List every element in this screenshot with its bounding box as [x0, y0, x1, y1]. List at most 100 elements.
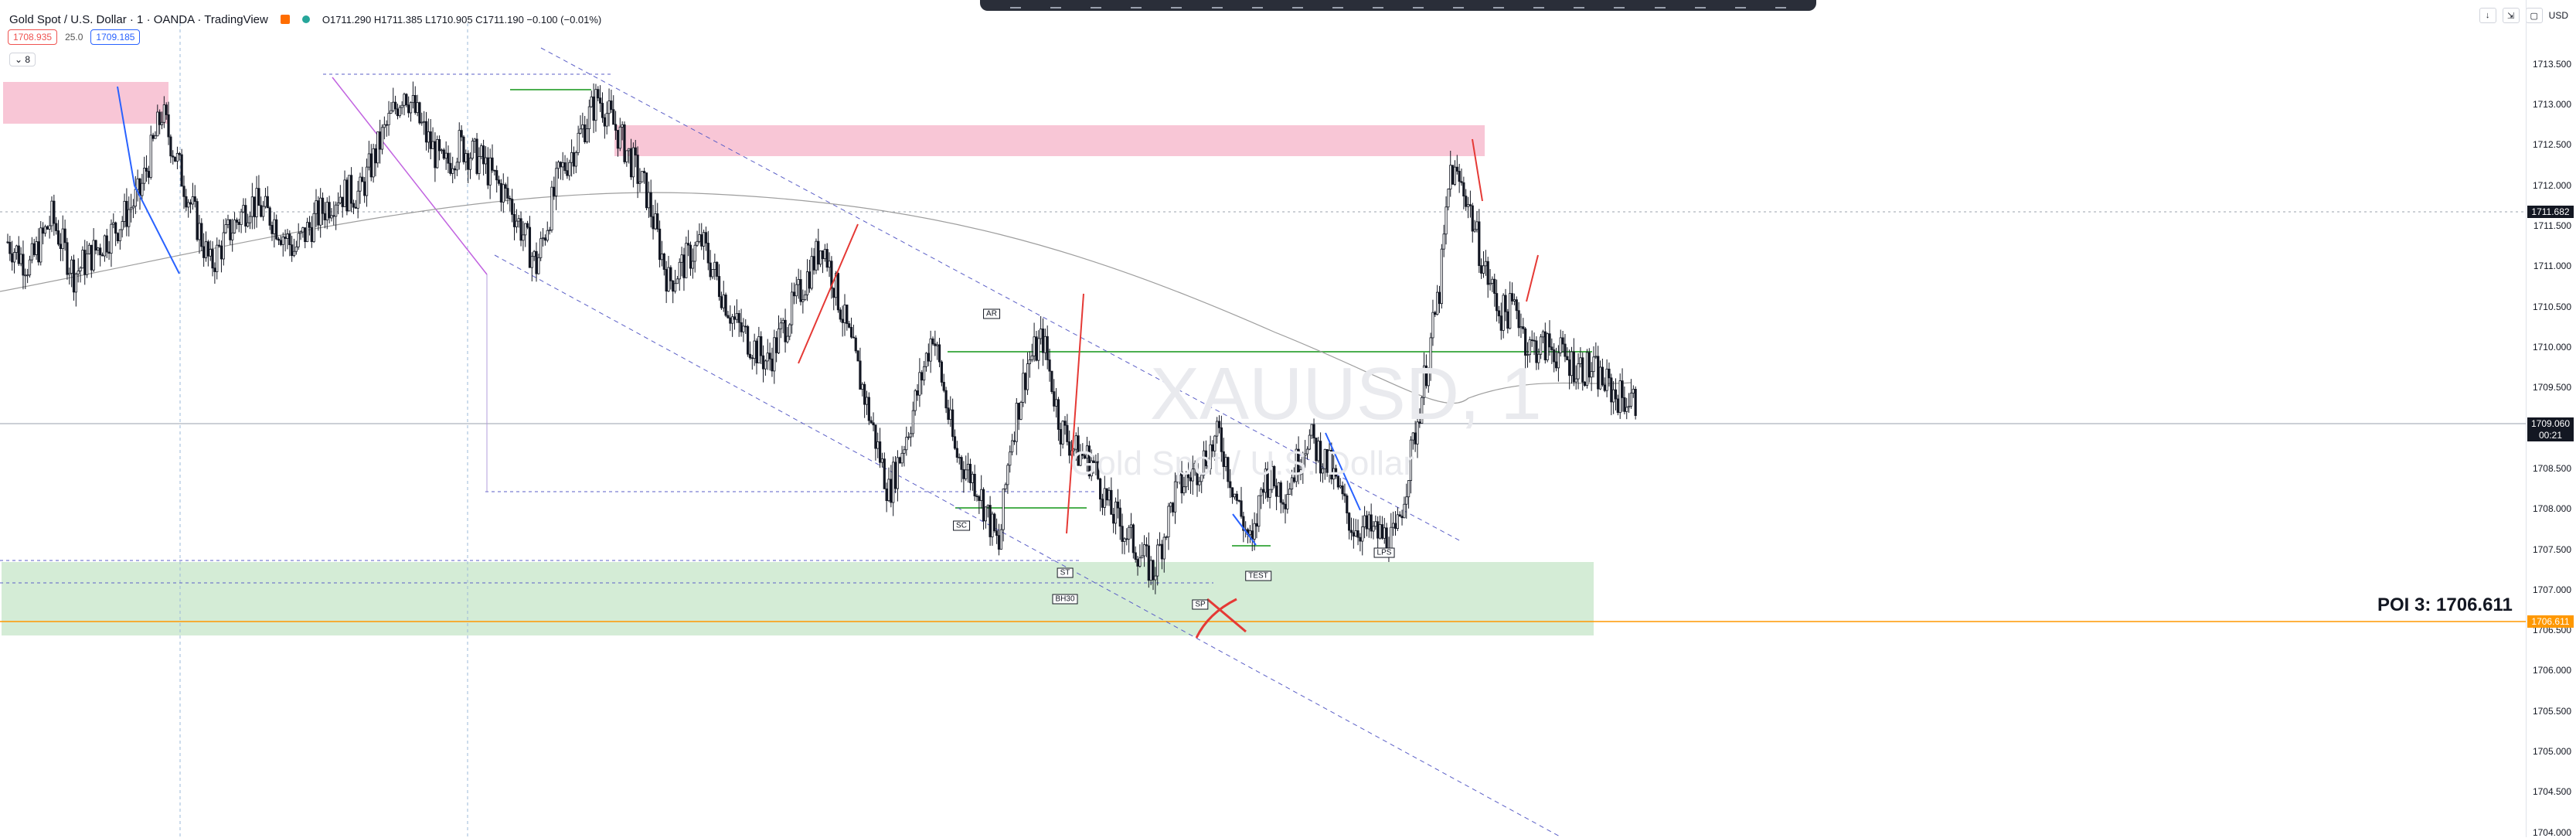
annotation-sc[interactable]: SC	[953, 520, 970, 531]
candle-body	[1266, 468, 1269, 498]
toolbar-tool-18[interactable]	[1694, 2, 1706, 9]
candle-body	[953, 436, 957, 449]
toolbar-tool-9[interactable]	[1332, 2, 1343, 9]
toolbar-tool-17[interactable]	[1654, 2, 1666, 9]
ask-button[interactable]: 1709.185	[90, 29, 141, 45]
candle-body	[182, 186, 185, 197]
candle-body	[1156, 544, 1159, 577]
toolbar-tool-20[interactable]	[1775, 2, 1786, 9]
toolbar-tool-8[interactable]	[1291, 2, 1303, 9]
candle-body	[678, 261, 681, 280]
toolbar-tool-13[interactable]	[1493, 2, 1505, 9]
toolbar-tool-2[interactable]	[1050, 2, 1062, 9]
toolbar-tool-15[interactable]	[1574, 2, 1585, 9]
blue-swing-line	[1232, 513, 1257, 546]
toolbar-tool-7[interactable]	[1251, 2, 1263, 9]
candle-body	[1110, 489, 1113, 515]
candle-body	[603, 117, 606, 127]
indicators-toggle[interactable]: ⌄ 8	[9, 53, 36, 66]
candle-body	[90, 244, 93, 271]
candle-body	[1506, 311, 1509, 329]
flag-icon[interactable]	[280, 15, 290, 24]
candle-body	[42, 227, 45, 234]
price-tick: 1708.000	[2532, 503, 2571, 514]
candle-body	[872, 422, 875, 426]
candle-body	[815, 240, 818, 271]
candle-body	[390, 110, 393, 114]
candle-body	[482, 145, 485, 165]
drawing-toolbar[interactable]	[980, 0, 1816, 11]
candle-body	[253, 196, 256, 217]
candle-body	[949, 409, 952, 420]
candle-body	[499, 182, 503, 203]
annotation-ar[interactable]: AR	[983, 308, 1000, 319]
arrow-down-icon[interactable]: ↓	[2479, 8, 2496, 23]
candle-body	[1566, 356, 1569, 360]
candle-body	[1235, 493, 1238, 501]
price-axis[interactable]: 1713.500 1713.000 1712.500 1712.000 1711…	[2526, 0, 2576, 838]
candle-body	[733, 316, 737, 320]
candle-body	[1131, 524, 1135, 554]
candle-body	[1374, 521, 1377, 527]
annotation-bh30[interactable]: BH30	[1052, 594, 1078, 605]
annotation-st[interactable]: ST	[1057, 567, 1074, 578]
candle-body	[1486, 261, 1489, 285]
candle-body	[1361, 526, 1364, 542]
candle-body	[1216, 421, 1219, 437]
annotation-lps[interactable]: LPS	[1373, 547, 1395, 558]
toolbar-tool-6[interactable]	[1211, 2, 1223, 9]
candle-body	[973, 473, 976, 496]
candle-body	[1409, 439, 1413, 481]
candle-body	[634, 147, 637, 155]
toolbar-tool-4[interactable]	[1131, 2, 1142, 9]
candle-body	[1037, 338, 1040, 361]
candle-body	[1581, 357, 1584, 383]
toolbar-tool-10[interactable]	[1372, 2, 1383, 9]
candle-body	[107, 251, 111, 254]
candle-body	[94, 240, 97, 251]
candle-body	[100, 254, 104, 257]
ohlc-values: O1711.290 H1711.385 L1710.905 C1711.190 …	[322, 13, 602, 26]
candle-body	[273, 219, 276, 234]
toolbar-tool-14[interactable]	[1533, 2, 1545, 9]
candle-body	[226, 219, 230, 225]
candle-body	[376, 131, 379, 164]
minimize-icon[interactable]: ⇲	[2502, 8, 2520, 23]
poi-label[interactable]: POI 3: 1706.611	[2377, 594, 2513, 615]
toolbar-tool-11[interactable]	[1412, 2, 1424, 9]
candle-body	[1339, 485, 1342, 488]
candle-body	[213, 267, 216, 272]
candle-body	[512, 213, 516, 227]
toolbar-tool-12[interactable]	[1453, 2, 1465, 9]
candle-body	[911, 410, 914, 434]
candle-body	[673, 283, 677, 292]
candle-body	[308, 222, 311, 228]
candle-body	[1352, 532, 1355, 537]
candle-body	[1017, 403, 1020, 420]
currency-selector[interactable]: USD	[2548, 10, 2568, 21]
candle-body	[1546, 333, 1549, 361]
candle-body	[1315, 438, 1318, 462]
toolbar-tool-5[interactable]	[1171, 2, 1183, 9]
red-swing-line	[1526, 254, 1539, 302]
bid-button[interactable]: 1708.935	[8, 29, 58, 45]
candle-body	[1114, 501, 1118, 524]
candle-body	[204, 241, 208, 258]
toolbar-tool-1[interactable]	[1010, 2, 1022, 9]
candle-body	[413, 95, 417, 114]
candle-body	[48, 225, 51, 230]
candle-body	[835, 273, 838, 298]
symbol-title[interactable]: Gold Spot / U.S. Dollar · 1 · OANDA · Tr…	[9, 12, 268, 26]
candle-body	[1066, 424, 1069, 442]
candle-body	[26, 274, 29, 277]
candle-body	[706, 243, 710, 264]
annotation-sp[interactable]: SP	[1192, 599, 1209, 610]
toolbar-tool-19[interactable]	[1734, 2, 1746, 9]
candle-body	[424, 121, 428, 143]
candle-body	[369, 153, 373, 178]
candle-body	[1084, 455, 1087, 459]
toolbar-tool-3[interactable]	[1091, 2, 1102, 9]
toolbar-tool-16[interactable]	[1614, 2, 1625, 9]
annotation-test[interactable]: TEST	[1245, 571, 1271, 581]
